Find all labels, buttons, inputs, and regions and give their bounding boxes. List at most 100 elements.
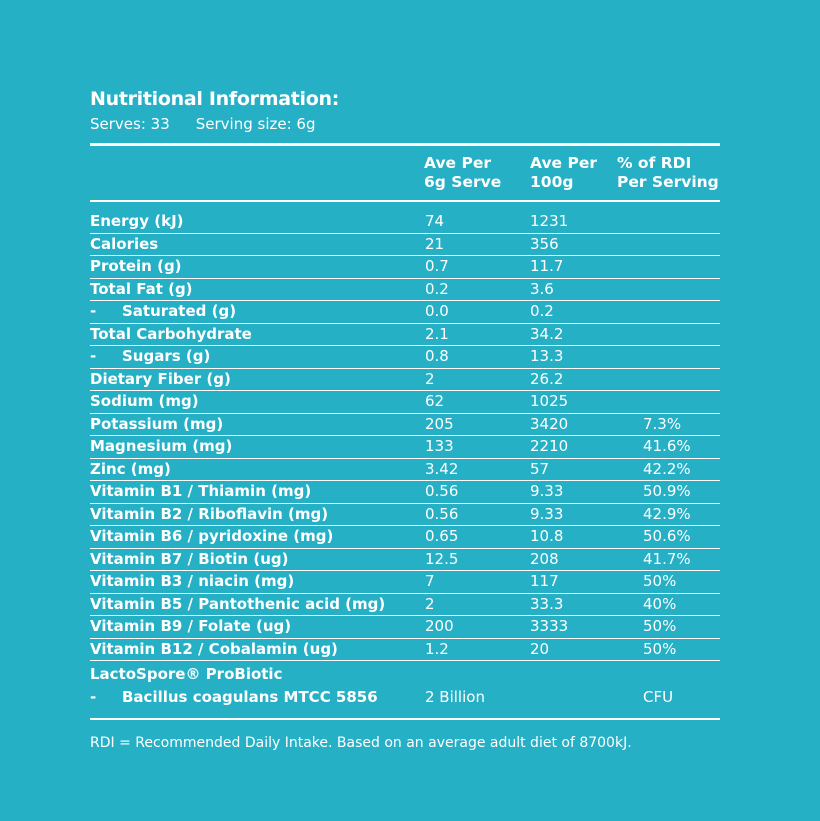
nutrient-name: Total Fat (g): [90, 279, 193, 300]
value-per-serve: 205: [425, 414, 454, 433]
nutrient-name: Energy (kJ): [90, 211, 184, 232]
value-rdi: 7.3%: [643, 414, 682, 433]
value-per-100g: 9.33: [530, 504, 564, 523]
value-per-100g: 1025: [530, 392, 569, 410]
nutrient-label: Potassium (mg): [90, 414, 224, 433]
nutrient-name: Calories: [90, 234, 158, 255]
table-row: Vitamin B2 / Riboflavin (mg) 0.56 9.33 42.9…: [90, 504, 720, 526]
value-per-serve: 3.42: [425, 459, 459, 478]
value-rdi: 41.6%: [643, 437, 691, 455]
value-per-serve: 200: [425, 617, 454, 635]
nutrient-name: - Saturated (g): [90, 301, 236, 322]
nutrient-label: Saturated (g): [122, 302, 237, 320]
probiotic-strain: Bacillus coagulans MTCC 5856: [122, 688, 378, 706]
nutrient-name: Total Carbohydrate: [90, 324, 252, 345]
table-row: Vitamin B3 / niacin (mg) 7 117 50%: [90, 571, 720, 594]
value-per-serve: 2.1: [425, 324, 449, 343]
panel-title: Nutritional Information:: [90, 88, 339, 110]
probiotic-per-serve: 2 Billion: [425, 688, 485, 706]
value-per-100g: 33.3: [530, 594, 564, 613]
sub-dash: -: [90, 347, 97, 365]
value-per-serve: 74: [425, 212, 445, 230]
value-per-serve: 0.7: [425, 257, 449, 275]
table-row: Calories 21 356: [90, 234, 720, 256]
nutrient-label: Total Fat (g): [90, 279, 193, 298]
table-row: - Sugars (g) 0.8 13.3: [90, 346, 720, 369]
nutrient-label: Vitamin B2 / Riboflavin (mg): [90, 504, 329, 523]
header-rule: [90, 200, 720, 202]
value-per-serve: 133: [425, 437, 454, 455]
value-rdi: 50%: [643, 617, 677, 635]
footnote: RDI = Recommended Daily Intake. Based on…: [90, 735, 632, 751]
value-per-serve: 21: [425, 234, 445, 253]
probiotic-block: LactoSpore® ProBiotic - Bacillus coagulan…: [90, 664, 720, 709]
value-per-serve: 0.56: [425, 504, 459, 523]
value-per-100g: 208: [530, 549, 559, 568]
value-per-100g: 3420: [530, 414, 569, 433]
value-per-serve: 0.56: [425, 482, 459, 500]
nutrient-label: Vitamin B7 / Biotin (ug): [90, 549, 289, 568]
nutrient-name: Vitamin B2 / Riboflavin (mg): [90, 504, 328, 525]
value-rdi: 50.6%: [643, 527, 691, 545]
probiotic-strain-label: - Bacillus coagulans MTCC 5856: [90, 687, 378, 708]
bottom-rule: [90, 718, 720, 720]
table-row: Zinc (mg) 3.42 57 42.2%: [90, 459, 720, 481]
nutrient-name: Protein (g): [90, 256, 182, 277]
nutrient-name: Zinc (mg): [90, 459, 171, 480]
nutrient-name: - Sugars (g): [90, 346, 210, 367]
nutrient-name: Vitamin B9 / Folate (ug): [90, 616, 291, 637]
nutrient-name: Magnesium (mg): [90, 436, 232, 457]
value-per-serve: 2: [425, 369, 435, 388]
serving-size-text: Serving size: 6g: [195, 115, 316, 133]
value-per-100g: 20: [530, 639, 550, 658]
serves-text: Serves: 33: [90, 115, 170, 133]
nutrient-label: Total Carbohydrate: [90, 324, 252, 343]
table-row: Vitamin B1 / Thiamin (mg) 0.56 9.33 50.9%: [90, 481, 720, 504]
value-per-100g: 10.8: [530, 527, 564, 545]
table-row: Dietary Fiber (g) 2 26.2: [90, 369, 720, 391]
value-per-100g: 11.7: [530, 257, 564, 275]
column-header-rdi: % of RDI Per Serving: [617, 154, 719, 191]
nutrient-name: Potassium (mg): [90, 414, 223, 435]
nutrient-name: Vitamin B7 / Biotin (ug): [90, 549, 288, 570]
sub-dash: -: [90, 302, 97, 320]
value-rdi: 50%: [643, 639, 677, 658]
value-per-100g: 57: [530, 459, 550, 478]
table-row: Protein (g) 0.7 11.7: [90, 256, 720, 279]
top-rule: [90, 143, 720, 146]
value-rdi: 42.9%: [643, 504, 691, 523]
nutrient-table: Energy (kJ) 74 1231 Calories 21 356 Protein (g…: [90, 211, 720, 661]
value-per-serve: 2: [425, 594, 435, 613]
value-per-100g: 0.2: [530, 302, 554, 320]
nutrient-name: Dietary Fiber (g): [90, 369, 231, 390]
nutrient-label: Vitamin B5 / Pantothenic acid (mg): [90, 594, 386, 613]
value-per-serve: 12.5: [425, 549, 459, 568]
value-rdi: 41.7%: [643, 549, 691, 568]
column-header-per-100g: Ave Per 100g: [530, 154, 597, 191]
probiotic-name: LactoSpore® ProBiotic: [90, 665, 283, 683]
value-per-100g: 117: [530, 572, 559, 590]
table-row: Vitamin B7 / Biotin (ug) 12.5 208 41.7%: [90, 549, 720, 571]
value-per-serve: 1.2: [425, 639, 449, 658]
nutrient-label: Magnesium (mg): [90, 437, 233, 455]
serving-info: Serves: 33 Serving size: 6g: [90, 115, 315, 133]
table-row: Total Fat (g) 0.2 3.6: [90, 279, 720, 301]
nutrient-name: Vitamin B3 / niacin (mg): [90, 571, 294, 592]
nutrient-name: Vitamin B6 / pyridoxine (mg): [90, 526, 333, 547]
table-row: Vitamin B9 / Folate (ug) 200 3333 50%: [90, 616, 720, 639]
table-row: Vitamin B6 / pyridoxine (mg) 0.65 10.8 50.6…: [90, 526, 720, 549]
table-row: Vitamin B12 / Cobalamin (ug) 1.2 20 50%: [90, 639, 720, 661]
value-per-100g: 34.2: [530, 324, 564, 343]
nutrient-label: Energy (kJ): [90, 212, 184, 230]
value-per-serve: 0.8: [425, 347, 449, 365]
value-per-100g: 1231: [530, 212, 569, 230]
value-per-serve: 62: [425, 392, 445, 410]
value-per-100g: 3333: [530, 617, 569, 635]
value-per-100g: 26.2: [530, 369, 564, 388]
nutrient-label: Protein (g): [90, 257, 182, 275]
table-row: Sodium (mg) 62 1025: [90, 391, 720, 414]
table-row: Potassium (mg) 205 3420 7.3%: [90, 414, 720, 436]
value-per-100g: 3.6: [530, 279, 554, 298]
sub-dash: -: [90, 688, 97, 706]
